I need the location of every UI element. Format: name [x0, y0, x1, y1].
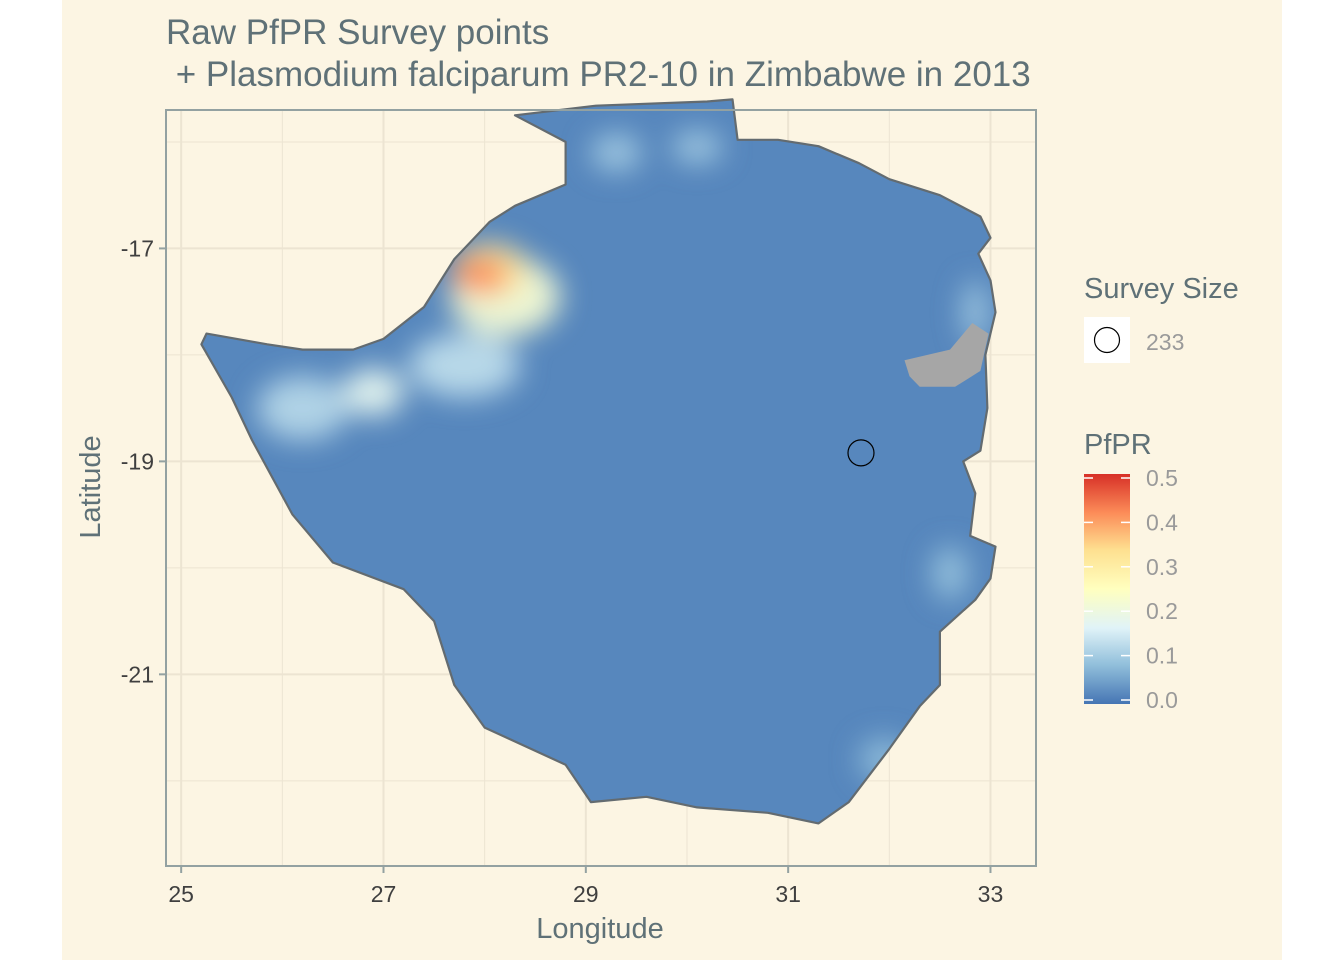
map-overlay [200, 98, 997, 825]
raster-hotspot [257, 376, 349, 441]
legend-colorbar [1084, 474, 1130, 704]
map-figure: Raw PfPR Survey points + Plasmodium falc… [62, 0, 1282, 960]
legend: Survey Size 233 PfPR 0.5 0.4 0.3 0.2 0.1 0.0 [1084, 273, 1239, 713]
pfpr-raster [201, 99, 996, 824]
y-tick-label: -21 [121, 661, 154, 687]
legend-color-title: PfPR [1084, 429, 1152, 461]
raster-base [201, 99, 996, 824]
map-svg: Raw PfPR Survey points + Plasmodium falc… [75, 13, 1239, 945]
colorbar-tick-label: 0.4 [1146, 509, 1178, 535]
y-axis-title: Latitude [75, 435, 107, 538]
raster-hotspot [932, 546, 968, 600]
x-tick-label: 29 [573, 881, 599, 907]
legend-size-symbol [1093, 326, 1121, 354]
colorbar-ticks: 0.5 0.4 0.3 0.2 0.1 0.0 [1084, 465, 1178, 713]
raster-hotspot [408, 333, 521, 398]
x-axis-title: Longitude [536, 913, 663, 945]
x-tick-label: 25 [168, 881, 194, 907]
chart-title-line1: Raw PfPR Survey points [166, 13, 549, 52]
raster-hotspot [451, 256, 508, 294]
chart-title-line2: + Plasmodium falciparum PR2-10 in Zimbab… [166, 55, 1031, 94]
raster-hotspot [343, 368, 404, 417]
panel-border [165, 109, 1037, 867]
legend-size-title: Survey Size [1084, 273, 1239, 305]
raster-hotspot [858, 738, 910, 781]
survey-point [847, 439, 875, 467]
missing-data-region [904, 323, 989, 387]
legend-size-label: 233 [1146, 329, 1184, 355]
legend-size-key [1084, 317, 1130, 363]
raster-hotspot [590, 133, 642, 172]
raster-hotspot [671, 131, 723, 164]
y-tick-label: -17 [121, 235, 154, 261]
colorbar-tick-label: 0.2 [1146, 598, 1178, 624]
x-tick-label: 33 [978, 881, 1004, 907]
colorbar-tick-label: 0.1 [1146, 643, 1178, 669]
axis-ticks: 25 27 29 31 33 -17 -19 -21 [121, 235, 1004, 907]
y-tick-label: -19 [121, 448, 154, 474]
colorbar-tick-label: 0.5 [1146, 465, 1178, 491]
x-tick-label: 27 [371, 881, 397, 907]
colorbar-tick-label: 0.3 [1146, 554, 1178, 580]
x-tick-label: 31 [775, 881, 801, 907]
raster-clip-group [201, 99, 996, 824]
colorbar-tick-label: 0.0 [1146, 687, 1178, 713]
country-border [200, 98, 997, 825]
